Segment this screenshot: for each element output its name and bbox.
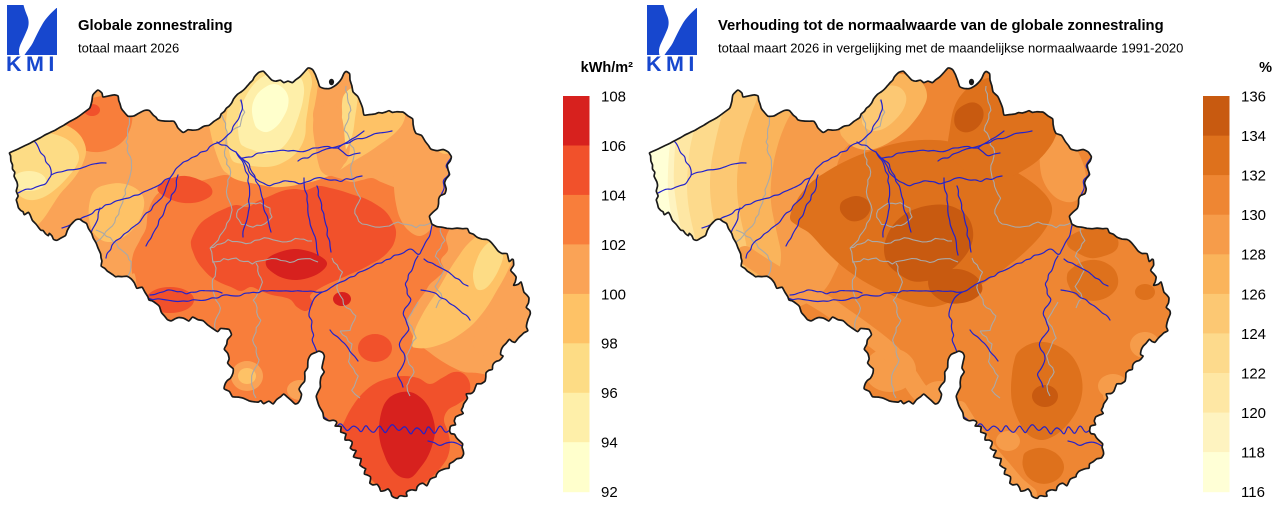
svg-text:KMI: KMI [6, 52, 59, 76]
svg-text:124: 124 [1241, 326, 1266, 343]
svg-text:kWh/m²: kWh/m² [581, 60, 634, 76]
svg-text:Globale zonnestraling: Globale zonnestraling [78, 18, 233, 34]
svg-text:totaal maart 2026 in vergelijk: totaal maart 2026 in vergelijking met de… [718, 41, 1183, 56]
svg-text:122: 122 [1241, 365, 1266, 382]
svg-text:Verhouding tot de normaalwaard: Verhouding tot de normaalwaarde van de g… [718, 18, 1164, 34]
svg-text:120: 120 [1241, 405, 1266, 422]
svg-text:totaal maart 2026: totaal maart 2026 [78, 41, 179, 56]
svg-text:134: 134 [1241, 128, 1266, 145]
svg-text:126: 126 [1241, 286, 1266, 303]
svg-text:118: 118 [1241, 445, 1265, 462]
svg-text:%: % [1259, 60, 1272, 76]
svg-text:102: 102 [601, 237, 626, 254]
svg-text:94: 94 [601, 435, 618, 452]
svg-text:KMI: KMI [646, 52, 699, 76]
svg-text:116: 116 [1241, 484, 1265, 501]
svg-text:108: 108 [601, 88, 626, 105]
svg-text:128: 128 [1241, 247, 1266, 264]
svg-text:92: 92 [601, 484, 618, 501]
svg-text:136: 136 [1241, 88, 1266, 105]
svg-text:100: 100 [601, 286, 626, 303]
svg-text:98: 98 [601, 336, 618, 353]
svg-text:96: 96 [601, 385, 618, 402]
svg-text:132: 132 [1241, 168, 1266, 185]
svg-text:106: 106 [601, 138, 626, 155]
svg-text:104: 104 [601, 187, 626, 204]
svg-text:130: 130 [1241, 207, 1266, 224]
